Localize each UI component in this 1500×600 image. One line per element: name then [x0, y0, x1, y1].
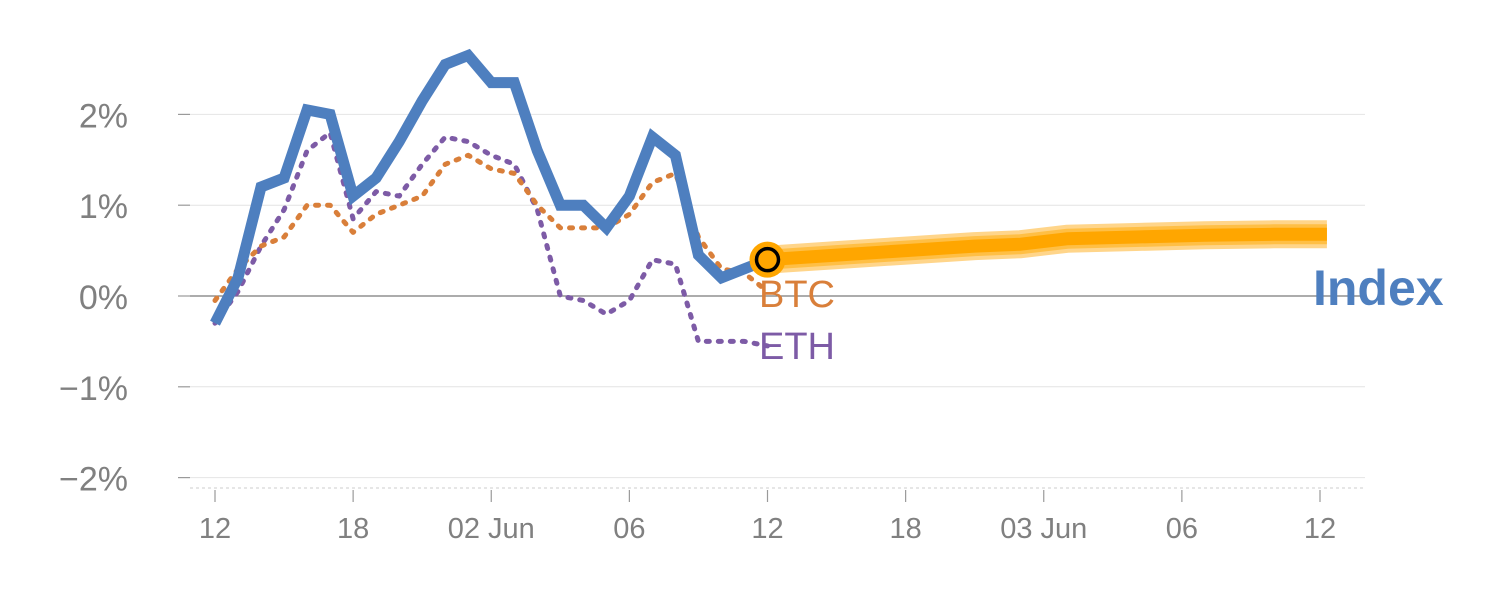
x-tick-label: 06	[1166, 513, 1198, 545]
series-label-index: Index	[1313, 260, 1444, 316]
x-tick-label: 12	[1304, 513, 1336, 545]
series-line-eth	[212, 130, 770, 349]
x-tick-label: 03 Jun	[1000, 513, 1087, 545]
x-tick-label: 02 Jun	[448, 513, 535, 545]
y-tick-label: 0%	[79, 279, 128, 317]
y-tick-label: −1%	[59, 370, 128, 408]
x-tick-label: 12	[199, 513, 231, 545]
x-tick-label: 18	[889, 513, 921, 545]
series-label-eth: ETH	[759, 326, 835, 368]
series-line-index	[210, 48, 770, 326]
x-tick-label: 12	[751, 513, 783, 545]
series-label-btc: BTC	[759, 274, 835, 316]
current-marker	[754, 246, 781, 273]
x-tick-label: 06	[613, 513, 645, 545]
y-tick-label: 1%	[79, 188, 128, 226]
x-tick-label: 18	[337, 513, 369, 545]
y-tick-label: 2%	[79, 97, 128, 135]
band-line	[767, 227, 1327, 267]
y-tick-label: −2%	[59, 461, 128, 499]
series-line-btc	[212, 152, 770, 303]
